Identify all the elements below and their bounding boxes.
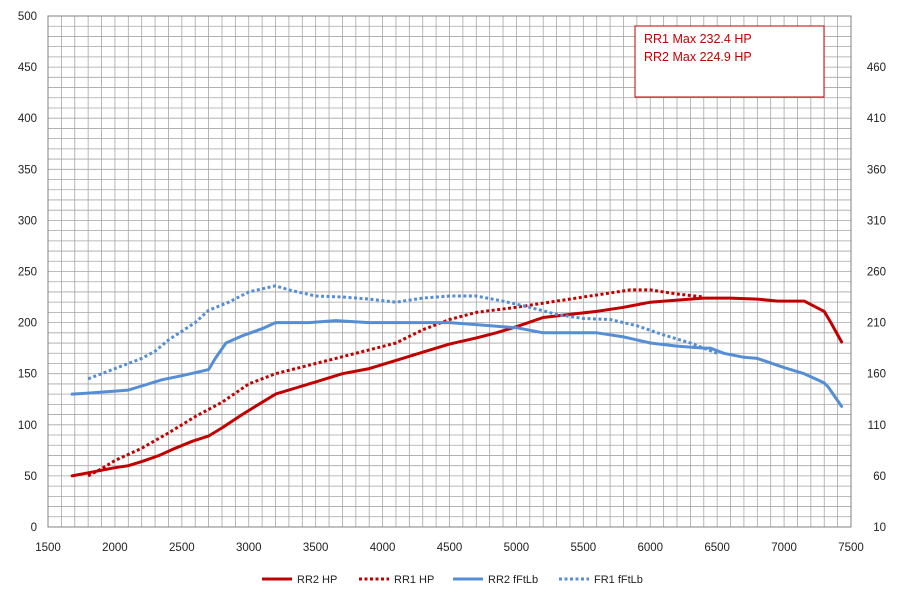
y-right-tick-label: 60 bbox=[873, 471, 886, 483]
x-tick-label: 3000 bbox=[236, 542, 262, 554]
plot-border bbox=[47, 15, 852, 528]
x-tick-label: 2000 bbox=[102, 542, 128, 554]
legend-label: FR1 fFtLb bbox=[594, 574, 643, 586]
x-tick-label: 7000 bbox=[771, 542, 797, 554]
x-tick-label: 3500 bbox=[303, 542, 329, 554]
x-tick-label: 4500 bbox=[437, 542, 463, 554]
y-right-tick-label: 160 bbox=[867, 369, 886, 381]
x-tick-label: 2500 bbox=[169, 542, 195, 554]
legend-label: RR2 HP bbox=[297, 574, 337, 586]
y-right-tick-label: 210 bbox=[867, 318, 886, 330]
annotation-box: RR1 Max 232.4 HP RR2 Max 224.9 HP bbox=[634, 25, 825, 98]
x-tick-label: 6500 bbox=[704, 542, 730, 554]
y-left-tick-label: 100 bbox=[18, 420, 37, 432]
x-tick-label: 5000 bbox=[504, 542, 530, 554]
x-tick-label: 1500 bbox=[35, 542, 61, 554]
grid bbox=[47, 15, 852, 528]
y-right-tick-label: 460 bbox=[867, 62, 886, 74]
y-left-tick-label: 500 bbox=[18, 11, 37, 23]
y-right-tick-label: 10 bbox=[873, 522, 886, 534]
y-left-tick-label: 150 bbox=[18, 369, 37, 381]
y-left-tick-label: 0 bbox=[31, 522, 37, 534]
y-right-tick-label: 260 bbox=[867, 267, 886, 279]
legend-label: RR1 HP bbox=[394, 574, 434, 586]
axes: 0 50 100 150 200 250 300 350 400 450 500 10 60 110 160… bbox=[18, 11, 886, 554]
annotation-rr2-max: RR2 Max 224.9 HP bbox=[644, 50, 752, 64]
y-left-tick-label: 450 bbox=[18, 62, 37, 74]
legend: RR2 HP RR1 HP RR2 fFtLb FR1 fFtLb bbox=[262, 574, 643, 586]
y-right-tick-label: 310 bbox=[867, 215, 886, 227]
series-line-rr2-fftlb bbox=[70, 319, 844, 408]
y-left-tick-label: 50 bbox=[24, 471, 37, 483]
y-left-tick-label: 250 bbox=[18, 267, 37, 279]
series-line-fr1-fftlb bbox=[87, 284, 718, 381]
y-right-tick-label: 360 bbox=[867, 164, 886, 176]
x-tick-label: 5500 bbox=[571, 542, 597, 554]
y-left-tick-label: 300 bbox=[18, 215, 37, 227]
series-line-rr2-hp bbox=[70, 296, 844, 478]
y-left-tick-label: 200 bbox=[18, 318, 37, 330]
x-tick-label: 6000 bbox=[637, 542, 663, 554]
y-right-tick-label: 110 bbox=[868, 420, 886, 432]
series-lines bbox=[70, 284, 844, 478]
series-line-rr1-hp bbox=[87, 288, 704, 478]
annotation-rr1-max: RR1 Max 232.4 HP bbox=[644, 32, 752, 46]
legend-label: RR2 fFtLb bbox=[488, 574, 538, 586]
y-right-tick-label: 410 bbox=[867, 113, 886, 125]
y-left-tick-label: 350 bbox=[18, 164, 37, 176]
x-tick-label: 7500 bbox=[838, 542, 864, 554]
y-left-tick-label: 400 bbox=[18, 113, 37, 125]
x-tick-label: 4000 bbox=[370, 542, 396, 554]
